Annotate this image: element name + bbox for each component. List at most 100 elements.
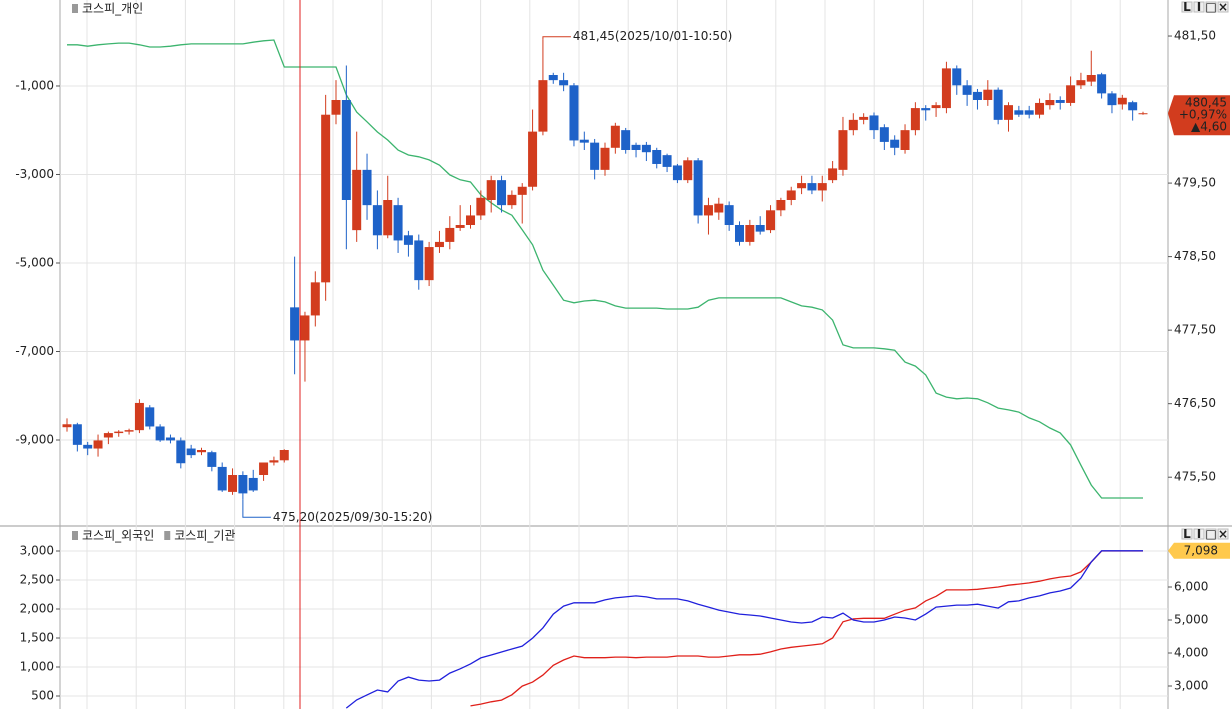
candle-body	[269, 460, 279, 463]
candle-body	[1107, 93, 1117, 106]
panel-button[interactable]	[1217, 528, 1229, 540]
candle-body	[279, 450, 289, 461]
panel-button[interactable]	[1193, 1, 1205, 13]
candle-body	[1045, 100, 1055, 106]
candle-body	[62, 424, 72, 428]
panel-button-label[interactable]: L	[1183, 0, 1191, 14]
candle-body	[372, 205, 382, 236]
candle-body	[238, 475, 248, 494]
y2-tick-label: 478,50	[1174, 249, 1216, 263]
candle-body	[579, 139, 589, 143]
legend-label: 코스피_외국인	[82, 529, 154, 543]
candle-body	[703, 205, 713, 216]
candle-body	[714, 203, 724, 213]
candle-body	[817, 183, 827, 191]
candle-body	[114, 431, 124, 434]
y2-tick-label: 479,50	[1174, 176, 1216, 190]
candle-body	[445, 227, 455, 242]
candle-body	[797, 183, 807, 189]
panel-button-label[interactable]: □	[1205, 527, 1216, 541]
panel-button[interactable]	[1181, 528, 1193, 540]
panel-button-label[interactable]: □	[1205, 0, 1216, 14]
legend-label: 코스피_기관	[174, 529, 235, 543]
candle-body	[807, 183, 817, 191]
y2-tick-label: 477,50	[1174, 323, 1216, 337]
series-line	[67, 39, 1143, 499]
panel-button[interactable]	[1193, 528, 1205, 540]
candle-body	[724, 205, 734, 225]
price-tag-change: ▲4,60	[1191, 120, 1227, 134]
candle-body	[631, 144, 641, 150]
y-tick-label: 2,500	[20, 573, 54, 587]
candle-body	[641, 144, 651, 153]
candle-body	[72, 424, 82, 445]
candle-body	[962, 85, 972, 95]
panel-button[interactable]	[1217, 1, 1229, 13]
annotation-label: 481,45(2025/10/01-10:50)	[573, 29, 732, 43]
y2-tick-label: 476,50	[1174, 396, 1216, 410]
candle-body	[321, 114, 331, 283]
candle-body	[197, 450, 206, 453]
candle-body	[466, 215, 475, 225]
candle-body	[528, 131, 538, 187]
legend-label: 코스피_개인	[82, 2, 143, 16]
vertical-grid	[86, 0, 1121, 709]
y-tick-label: 2,000	[20, 602, 54, 616]
y2-tick-label: 4,000	[1174, 645, 1208, 659]
candle-body	[300, 315, 310, 341]
candle-body	[486, 180, 496, 200]
candle-body	[248, 477, 258, 491]
y-tick-label: 500	[31, 689, 54, 703]
candle-body	[134, 402, 144, 431]
panel-button[interactable]	[1205, 1, 1217, 13]
candle-body	[921, 108, 931, 111]
candle-body	[766, 210, 776, 231]
candle-body	[1024, 110, 1034, 115]
candle-body	[610, 125, 620, 148]
candle-body	[165, 437, 175, 441]
y-tick-label: -9,000	[15, 432, 54, 446]
candle-body	[993, 89, 1003, 120]
price-tag-price: 480,45	[1185, 96, 1227, 110]
candle-body	[476, 197, 486, 216]
candle-body	[259, 462, 269, 475]
candle-body	[517, 186, 527, 195]
candle-body	[776, 200, 786, 211]
candle-body	[155, 426, 165, 441]
candle-body	[693, 160, 703, 216]
panel-button-label[interactable]: I	[1197, 0, 1201, 14]
candle-body	[1066, 85, 1076, 103]
panel-button-label[interactable]: ×	[1218, 527, 1228, 541]
panel-button[interactable]	[1181, 1, 1193, 13]
candle-body	[745, 225, 755, 242]
candle-body	[828, 168, 838, 181]
candle-body	[621, 130, 631, 150]
candle-body	[941, 68, 951, 109]
candle-body	[124, 430, 134, 432]
legend-swatch	[72, 4, 78, 13]
candle-body	[290, 307, 300, 341]
candle-body	[507, 194, 517, 206]
candle-body	[600, 147, 610, 170]
candle-body	[910, 108, 920, 131]
candle-body	[662, 155, 672, 167]
candle-body	[559, 80, 569, 86]
series-line	[345, 550, 1143, 709]
panel-button[interactable]	[1205, 528, 1217, 540]
y2-tick-label: 5,000	[1174, 612, 1208, 626]
candle-body	[424, 247, 434, 281]
panel-button-label[interactable]: ×	[1218, 0, 1228, 14]
candle-body	[83, 444, 93, 449]
candle-body	[672, 165, 682, 181]
panel-button-label[interactable]: L	[1183, 527, 1191, 541]
last-value-label: 7,098	[1184, 543, 1218, 557]
candle-body	[383, 200, 393, 236]
y2-tick-label: 475,50	[1174, 470, 1216, 484]
panel-button-label[interactable]: I	[1197, 527, 1201, 541]
y-tick-label: -3,000	[15, 167, 54, 181]
price-tag	[1168, 95, 1230, 136]
candle-body	[176, 440, 186, 464]
